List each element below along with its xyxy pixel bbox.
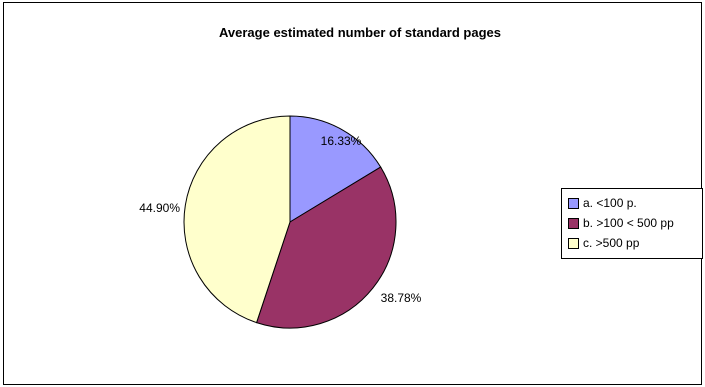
legend: a. <100 p. b. >100 < 500 pp c. >500 pp — [561, 188, 703, 259]
data-label: 44.90% — [139, 201, 180, 215]
legend-swatch — [568, 237, 579, 249]
pie-slice — [289, 115, 382, 223]
chart-title: Average estimated number of standard pag… — [219, 25, 501, 40]
legend-item: b. >100 < 500 pp — [568, 213, 702, 233]
data-label: 16.33% — [321, 134, 362, 148]
legend-swatch — [568, 197, 579, 209]
legend-label: b. >100 < 500 pp — [583, 216, 674, 230]
legend-swatch — [568, 217, 579, 229]
pie-slice — [255, 166, 397, 329]
legend-item: c. >500 pp — [568, 233, 702, 253]
legend-label: a. <100 p. — [583, 196, 637, 210]
legend-label: c. >500 pp — [583, 236, 640, 250]
data-label: 38.78% — [381, 291, 422, 305]
legend-item: a. <100 p. — [568, 193, 702, 213]
pie-slice — [183, 115, 291, 324]
